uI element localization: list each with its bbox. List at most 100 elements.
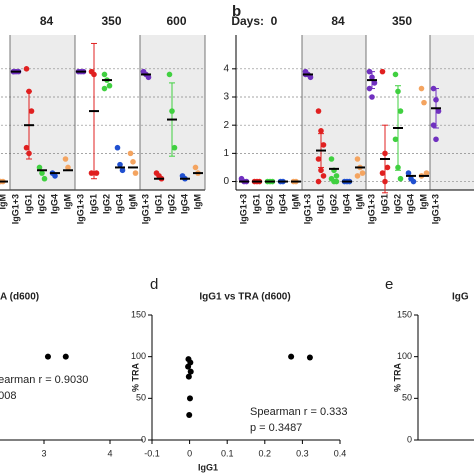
dot (382, 178, 388, 185)
dot (101, 85, 108, 92)
dot (39, 170, 45, 176)
x-tick-label: IgG1+3 (430, 194, 440, 224)
point (187, 368, 194, 375)
dot (93, 170, 100, 176)
x-tick-label: IgG4 (49, 194, 59, 214)
dot (192, 164, 199, 171)
x-tick-label: IgM (354, 194, 364, 210)
x-tick-label: 0 (187, 448, 192, 458)
point (306, 354, 313, 361)
x-tick-label: IgG1+3 (302, 194, 312, 224)
x-tick-label: IgG1+3 (140, 194, 150, 224)
dot (36, 164, 43, 171)
x-tick-label: IgG1+3 (10, 194, 20, 224)
x-tick-label: IgG4 (179, 194, 189, 214)
dot (421, 99, 427, 106)
point (288, 353, 295, 360)
section-header: 0 (271, 14, 278, 28)
dot (384, 164, 391, 171)
x-tick-label: 4 (107, 448, 112, 458)
x-tick-label: IgG4 (277, 194, 287, 214)
panel-label: d (150, 276, 158, 293)
x-tick-label: IgM (290, 194, 300, 210)
x-tick-label: IgG1 (23, 194, 33, 214)
dot (117, 161, 123, 168)
dot (320, 173, 327, 179)
annotation: pearman r = 0.9030 (0, 374, 88, 386)
dot (23, 66, 30, 72)
dot (405, 170, 412, 176)
dot (132, 170, 139, 176)
dot (333, 178, 340, 185)
dot (62, 156, 69, 162)
point (44, 353, 51, 360)
dot (369, 74, 375, 81)
dot (130, 159, 136, 165)
dot (369, 94, 375, 100)
dot (88, 170, 95, 176)
x-tick-label: -0.1 (144, 448, 160, 458)
x-tick-label: IgG1+3 (366, 194, 376, 224)
dot (392, 71, 399, 78)
dot (430, 122, 437, 128)
dot (371, 80, 378, 86)
annotation: Spearman r = 0.333 (250, 406, 348, 418)
x-tick-label: 0.1 (221, 448, 234, 458)
x-tick-label: IgM (418, 194, 428, 210)
dot (366, 68, 373, 75)
dot (315, 108, 322, 114)
dot (169, 108, 175, 114)
x-tick-label: IgG2 (36, 194, 46, 214)
dot (101, 71, 108, 78)
x-tick-label: IgG1 (88, 194, 98, 214)
point (185, 373, 192, 380)
dot (328, 156, 335, 162)
y-tick-label: 150 (131, 309, 146, 319)
dot (315, 178, 322, 185)
x-tick-label: IgM (0, 194, 7, 210)
dot (127, 150, 134, 157)
dot (145, 74, 152, 81)
chart-title: A (d600) (0, 292, 39, 303)
dot (114, 144, 121, 151)
dot (307, 74, 314, 81)
dot (397, 175, 404, 182)
dot (320, 142, 327, 148)
y-tick-label: 150 (397, 309, 412, 319)
x-tick-label: IgM (127, 194, 137, 210)
dot (26, 88, 32, 95)
chart-title: IgG (452, 292, 469, 303)
dot (26, 150, 32, 157)
y-tick-label: 4 (223, 63, 229, 74)
x-tick-label: IgG2 (264, 194, 274, 214)
x-tick-label: IgG1 (379, 194, 389, 214)
x-tick-label: 0.2 (259, 448, 272, 458)
panel-label: b (232, 3, 241, 20)
point (186, 395, 193, 402)
x-tick-label: IgG2 (392, 194, 402, 214)
section-shade (302, 35, 366, 190)
x-tick-label: IgG2 (328, 194, 338, 214)
section-header: 600 (166, 14, 186, 28)
point (186, 412, 193, 418)
dot (333, 173, 340, 179)
dot (318, 167, 324, 174)
x-tick-label: 0.4 (334, 448, 347, 458)
dot (354, 173, 361, 179)
point (185, 363, 192, 370)
x-tick-label: IgG2 (101, 194, 111, 214)
point (62, 353, 69, 360)
dot (392, 136, 399, 143)
y-tick-label: 3 (223, 92, 229, 103)
dot (433, 136, 439, 143)
dot (65, 164, 71, 171)
y-tick-label: 0 (407, 434, 412, 444)
section-shade (10, 35, 75, 190)
dot (106, 82, 113, 89)
x-tick-label: 0.3 (296, 448, 309, 458)
x-tick-label: IgM (62, 194, 72, 210)
y-tick-label: 100 (397, 351, 412, 361)
y-axis-label: % TRA (392, 363, 402, 393)
x-tick-label: 3 (41, 448, 46, 458)
